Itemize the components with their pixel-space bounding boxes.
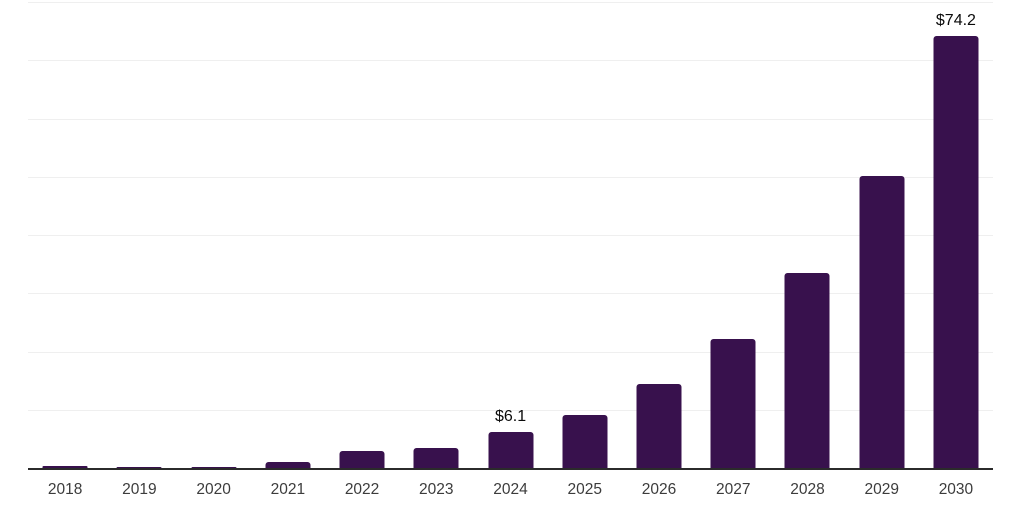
bar-slot-2029 bbox=[845, 2, 919, 468]
x-tick-label-2030: 2030 bbox=[938, 481, 974, 498]
bar-2026 bbox=[636, 384, 682, 468]
x-tick-label-2026: 2026 bbox=[641, 481, 677, 498]
gridline bbox=[28, 409, 993, 411]
bar-slot-2023 bbox=[399, 2, 473, 468]
gridline bbox=[28, 235, 993, 236]
bar-2020 bbox=[191, 467, 237, 468]
data-label-2024: $6.1 bbox=[494, 408, 527, 426]
bar-2022 bbox=[339, 451, 385, 468]
bar-2025 bbox=[562, 415, 608, 468]
gridline bbox=[28, 2, 993, 3]
x-tick-label-2028: 2028 bbox=[790, 481, 825, 498]
bar-2027 bbox=[710, 338, 756, 468]
bar-series: $6.1 $74.2 bbox=[28, 2, 993, 468]
x-tick-label-2021: 2021 bbox=[270, 481, 306, 498]
x-tick-label-2022: 2022 bbox=[344, 481, 380, 498]
gridlines bbox=[28, 2, 993, 468]
bar-slot-2019 bbox=[102, 2, 176, 468]
x-tick-label-2024: 2024 bbox=[493, 481, 528, 498]
x-axis-line bbox=[28, 468, 993, 470]
bar-2021 bbox=[265, 462, 311, 468]
bar-2024 bbox=[488, 432, 534, 468]
bar-slot-2026 bbox=[622, 2, 696, 468]
x-tick-label-2023: 2023 bbox=[419, 481, 454, 498]
gridline bbox=[28, 118, 993, 120]
bar-slot-2022 bbox=[325, 2, 399, 468]
bar-slot-2027 bbox=[696, 2, 770, 468]
bar-2019 bbox=[116, 467, 162, 468]
x-axis-labels: 2018 2019 2020 2021 2022 2023 2024 2025 2026 2027… bbox=[28, 470, 993, 510]
gridline bbox=[28, 60, 993, 62]
bar-slot-2021 bbox=[251, 2, 325, 468]
gridline bbox=[28, 176, 993, 178]
bar-slot-2030: $74.2 bbox=[919, 2, 993, 468]
x-tick-label-2018: 2018 bbox=[47, 481, 83, 498]
bar-2028 bbox=[784, 272, 830, 468]
gridline bbox=[28, 293, 993, 295]
bar-2018 bbox=[42, 465, 88, 468]
plot-area: $6.1 $74.2 bbox=[28, 2, 993, 470]
x-tick-label-2025: 2025 bbox=[567, 481, 602, 498]
bar-slot-2025 bbox=[548, 2, 622, 468]
bar-slot-2020 bbox=[176, 2, 250, 468]
bar-2023 bbox=[413, 448, 459, 468]
x-tick-label-2019: 2019 bbox=[122, 481, 157, 498]
x-tick-label-2027: 2027 bbox=[715, 481, 751, 498]
gridline bbox=[28, 351, 993, 353]
bar-2030 bbox=[933, 35, 979, 468]
data-label-2030: $74.2 bbox=[935, 11, 976, 29]
x-tick-label-2020: 2020 bbox=[196, 481, 231, 498]
bar-slot-2024: $6.1 bbox=[473, 2, 547, 468]
bar-2029 bbox=[859, 175, 905, 468]
x-tick-label-2029: 2029 bbox=[864, 481, 899, 498]
bar-slot-2028 bbox=[770, 2, 844, 468]
bar-slot-2018 bbox=[28, 2, 102, 468]
